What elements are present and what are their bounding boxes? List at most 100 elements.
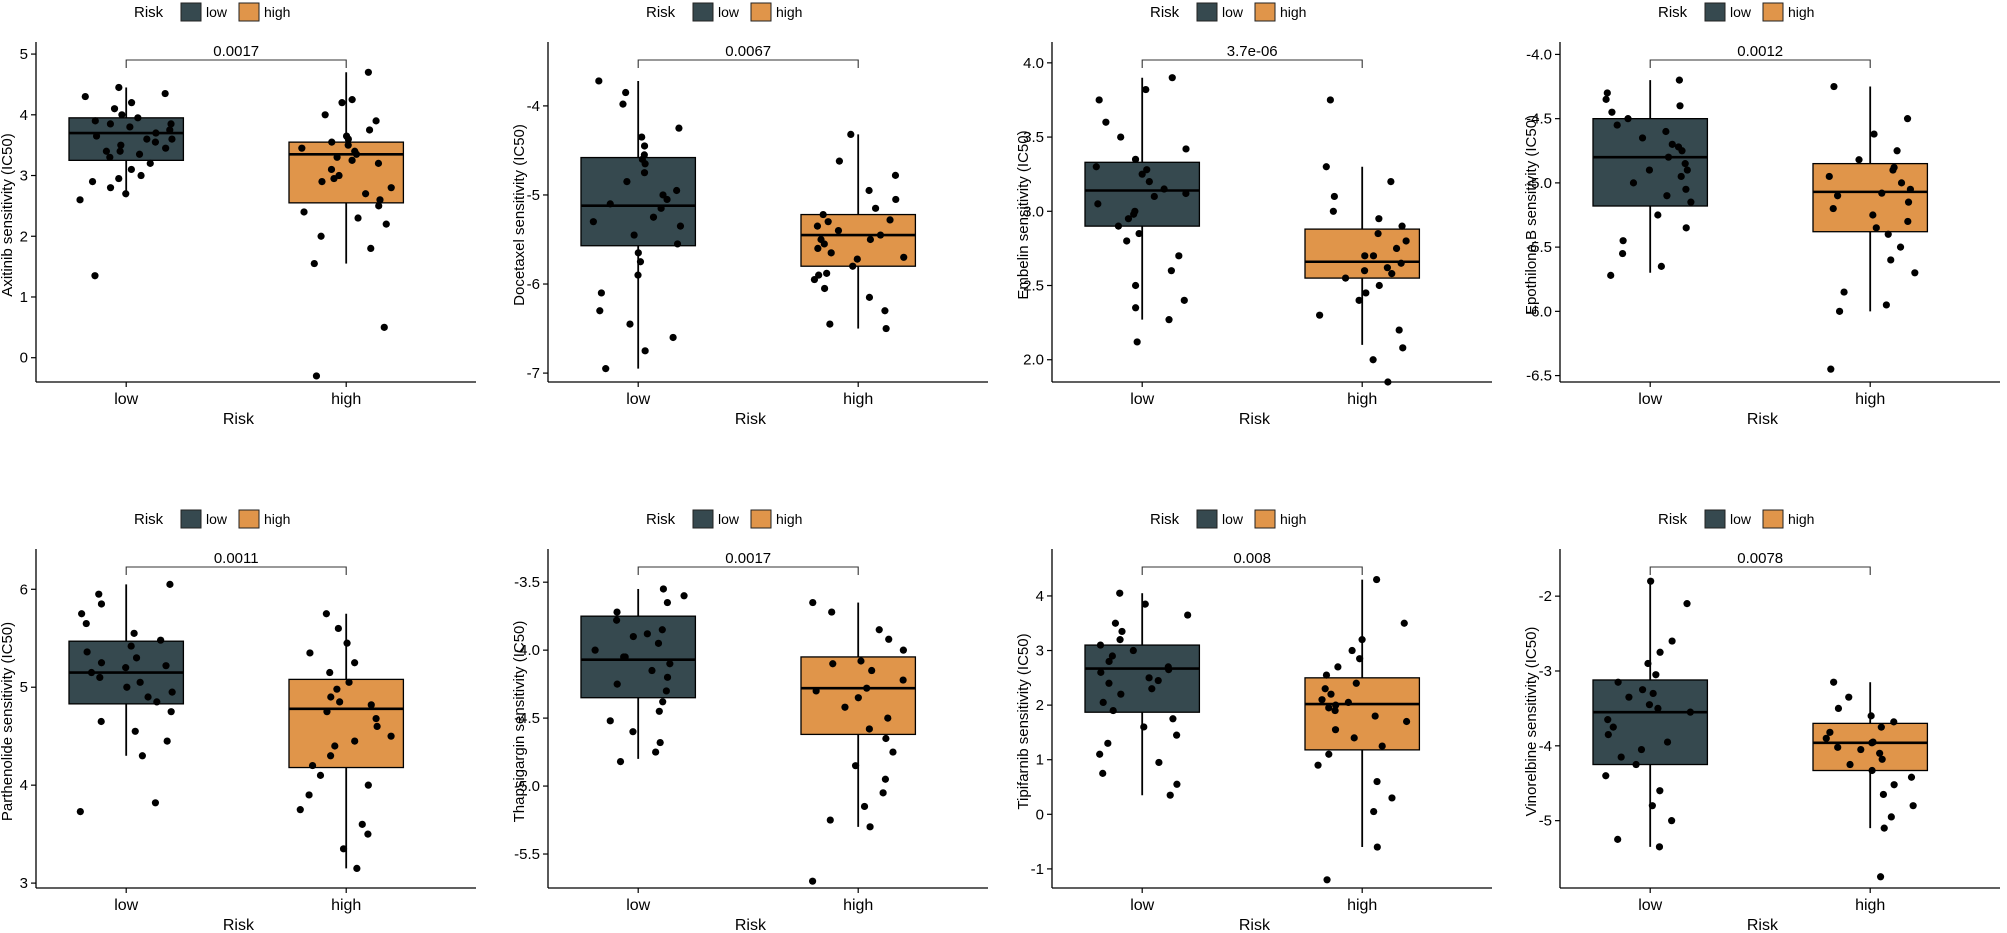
data-point-high — [815, 271, 823, 279]
data-point-high — [819, 210, 827, 219]
data-point-high — [854, 694, 862, 702]
data-point-high — [1322, 163, 1330, 171]
p-value-label: 0.0011 — [214, 550, 259, 567]
data-point-low — [1602, 95, 1610, 103]
data-point-low — [1167, 267, 1175, 275]
data-point-low — [127, 642, 135, 650]
legend-label-low: low — [1222, 511, 1244, 527]
data-point-high — [374, 159, 383, 167]
data-point-high — [1911, 269, 1919, 277]
data-point-high — [1348, 646, 1356, 655]
data-point-high — [817, 235, 825, 244]
data-point-low — [1160, 185, 1168, 193]
data-point-low — [1664, 153, 1673, 161]
legend-label-high: high — [264, 4, 290, 20]
y-tick-label: -5 — [527, 187, 540, 204]
legend-label-low: low — [1222, 4, 1244, 20]
data-point-high — [1318, 696, 1326, 704]
p-value-label: 0.0078 — [1737, 550, 1783, 567]
data-point-high — [860, 802, 869, 811]
data-point-high — [1897, 179, 1906, 187]
data-point-low — [1681, 160, 1689, 168]
data-point-low — [1109, 706, 1117, 715]
p-value-label: 0.0067 — [725, 43, 771, 60]
data-point-low — [659, 698, 667, 706]
data-point-low — [1619, 237, 1627, 245]
legend-label-high: high — [1788, 4, 1814, 20]
data-point-low — [1116, 589, 1124, 597]
data-point-low — [168, 688, 176, 696]
data-point-low — [163, 737, 171, 745]
data-point-high — [1878, 755, 1886, 763]
data-point-low — [591, 646, 599, 654]
data-point-high — [1826, 728, 1834, 736]
data-point-high — [373, 722, 381, 730]
x-tick-label-low: low — [1130, 897, 1154, 914]
legend-title: Risk — [646, 4, 676, 21]
data-point-low — [606, 200, 614, 208]
data-point-high — [1334, 663, 1342, 671]
data-point-low — [1105, 679, 1113, 687]
data-point-low — [143, 135, 151, 143]
data-point-high — [1329, 207, 1337, 215]
data-point-low — [1166, 791, 1174, 799]
data-point-high — [889, 748, 897, 756]
data-point-low — [91, 272, 99, 280]
data-point-high — [899, 676, 907, 684]
data-point-high — [326, 668, 334, 677]
data-point-high — [1829, 204, 1837, 213]
data-point-high — [339, 845, 348, 853]
data-point-low — [648, 666, 656, 675]
data-point-high — [882, 734, 890, 743]
data-point-low — [1682, 185, 1690, 193]
data-point-high — [1876, 749, 1884, 757]
data-point-high — [865, 293, 874, 301]
data-point-low — [1143, 166, 1151, 174]
y-axis-title: Axitinib sensitivity (IC50) — [0, 133, 16, 296]
data-point-high — [1374, 229, 1382, 238]
data-point-low — [1140, 723, 1148, 731]
significance-bracket — [1649, 566, 1871, 575]
data-point-low — [151, 138, 160, 146]
chart-panel-1: Risk low high 0 1 2 3 4 5 low high Risk Axitinib sen… — [0, 2, 476, 428]
y-tick-label: -5.5 — [1526, 239, 1552, 256]
data-point-low — [153, 698, 161, 706]
data-point-low — [146, 159, 154, 167]
data-point-high — [1370, 807, 1378, 816]
data-point-low — [162, 662, 170, 670]
legend-label-high: high — [1280, 4, 1306, 20]
data-point-high — [354, 214, 362, 222]
data-point-low — [1604, 716, 1612, 724]
y-tick-label: 4.0 — [1023, 55, 1044, 72]
significance-bracket — [1141, 566, 1363, 575]
data-point-high — [1325, 750, 1333, 758]
data-point-high — [305, 791, 313, 799]
data-point-high — [1378, 742, 1386, 750]
y-tick-label: 4 — [20, 107, 28, 124]
data-point-high — [1399, 344, 1407, 352]
y-tick-label: 0 — [20, 350, 28, 367]
data-point-high — [1834, 743, 1842, 751]
data-point-low — [643, 630, 651, 638]
data-point-high — [331, 742, 339, 750]
data-point-high — [323, 708, 331, 716]
y-axis-title: Vinorelbine sensitivity (IC50) — [1523, 627, 1540, 817]
data-point-high — [1369, 356, 1377, 364]
data-point-low — [1155, 758, 1163, 767]
data-point-high — [1371, 712, 1379, 720]
data-point-low — [1135, 229, 1143, 238]
y-tick-label: 4 — [20, 777, 28, 794]
x-tick-label-high: high — [331, 391, 361, 408]
x-tick-label-high: high — [1855, 897, 1885, 914]
y-tick-label: -6.5 — [1526, 368, 1552, 385]
data-point-low — [602, 365, 610, 373]
data-point-low — [1102, 118, 1110, 126]
data-point-high — [1877, 723, 1885, 731]
box-low — [580, 615, 697, 699]
data-point-low — [1618, 249, 1627, 258]
x-tick-label-low: low — [1130, 391, 1154, 408]
data-point-high — [327, 752, 335, 760]
legend-swatch-high — [1254, 509, 1276, 529]
data-point-low — [1663, 738, 1672, 746]
y-axis-title: Epothilone.B sensitivity (IC50) — [1523, 115, 1540, 315]
